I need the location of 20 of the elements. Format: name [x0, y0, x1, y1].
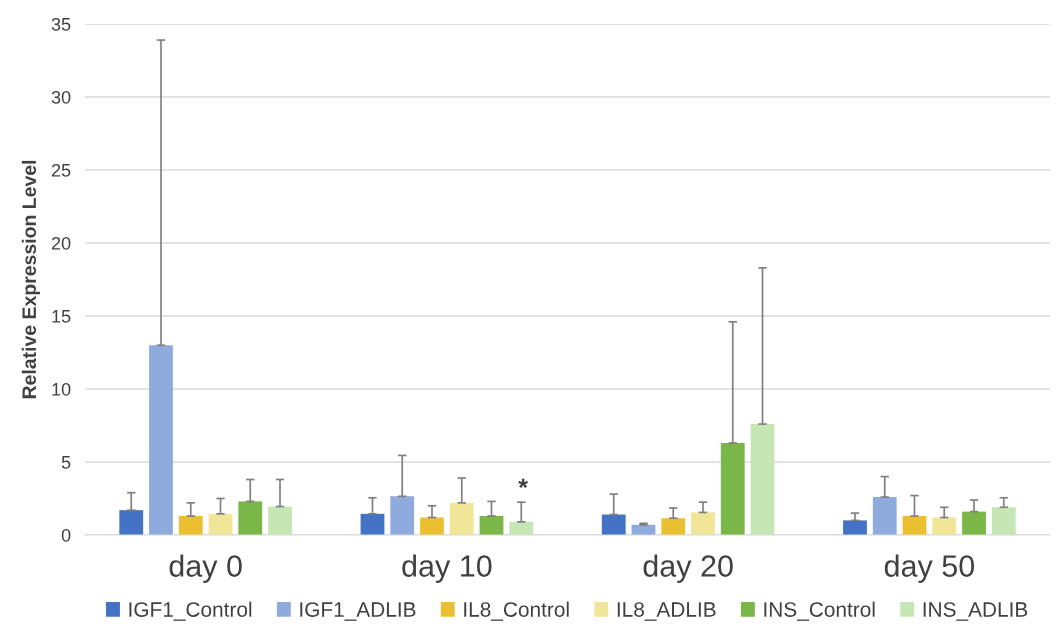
y-tick-label: 20	[51, 236, 71, 250]
y-tick-label: 10	[52, 382, 71, 396]
y-axis-title: Relative Expression Level	[21, 160, 40, 399]
y-tick-label: 0	[61, 528, 71, 542]
legend-label: IGF1_Control	[129, 601, 252, 621]
annotation: *	[518, 478, 528, 489]
legend-label: INS_Control	[764, 601, 875, 621]
legend-label: IL8_Control	[464, 601, 569, 621]
y-tick-label: 15	[52, 310, 71, 323]
x-tick-label: day 50	[884, 554, 975, 583]
y-tick-label: 25	[51, 163, 71, 177]
legend-label: IGF1_ADLIB	[300, 602, 416, 621]
y-tick-label: 35	[51, 17, 71, 31]
y-tick-label: 5	[61, 456, 71, 469]
legend-label: INS_ADLIB	[923, 602, 1028, 621]
x-tick-label: day 20	[643, 554, 733, 583]
legend-label: IL8_ADLIB	[617, 602, 716, 621]
x-tick-label: day 0	[169, 554, 242, 583]
y-tick-label: 30	[51, 90, 71, 104]
x-tick-label: day 10	[402, 554, 492, 583]
